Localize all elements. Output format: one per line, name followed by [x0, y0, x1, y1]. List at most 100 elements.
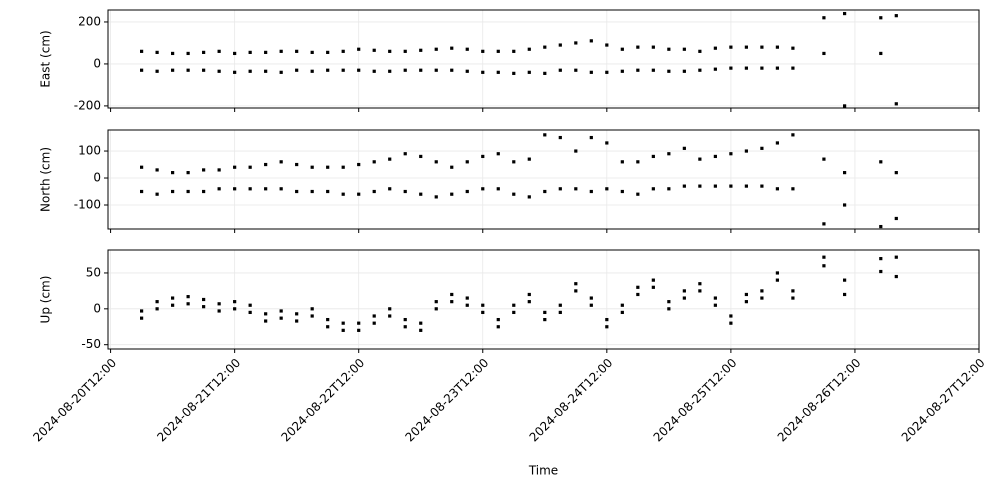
point	[879, 16, 883, 20]
point	[698, 157, 702, 161]
y-tick-label: 50	[86, 265, 101, 279]
point	[667, 307, 671, 311]
point	[698, 49, 702, 53]
point	[357, 162, 361, 167]
point	[434, 300, 438, 304]
point	[775, 141, 780, 145]
point	[543, 189, 547, 194]
x-tick-label-group: 2024-08-27T12:00	[899, 356, 988, 445]
point	[434, 195, 438, 199]
point	[744, 292, 748, 297]
point	[744, 149, 748, 153]
y-tick-label: 100	[78, 144, 101, 158]
point	[894, 102, 898, 106]
point	[527, 195, 531, 199]
point	[481, 310, 485, 315]
point	[310, 189, 314, 194]
point	[682, 289, 686, 293]
point	[512, 192, 516, 196]
point	[295, 162, 299, 167]
point	[264, 50, 268, 54]
point	[512, 49, 516, 53]
point	[791, 289, 795, 293]
point	[760, 66, 764, 70]
point	[264, 319, 268, 323]
point	[450, 68, 454, 72]
point	[543, 310, 547, 315]
point	[233, 187, 237, 191]
point	[481, 49, 485, 53]
point	[326, 317, 330, 322]
point	[217, 168, 221, 172]
point	[419, 68, 423, 72]
point	[465, 47, 469, 51]
point	[450, 292, 454, 297]
point	[651, 187, 655, 191]
point	[465, 189, 469, 194]
point	[264, 69, 268, 73]
x-tick-label-group: 2024-08-21T12:00	[154, 356, 243, 445]
x-tick-label: 2024-08-26T12:00	[775, 356, 864, 445]
point	[760, 184, 764, 188]
point	[217, 309, 221, 313]
point	[419, 48, 423, 52]
point	[372, 321, 376, 325]
point	[233, 70, 237, 74]
y-axis-label: East (cm)	[39, 30, 53, 87]
point	[186, 51, 190, 56]
point	[620, 189, 624, 194]
point	[543, 317, 547, 322]
point	[403, 317, 407, 322]
point	[326, 50, 330, 54]
point	[139, 165, 144, 169]
point	[605, 317, 609, 322]
point	[605, 70, 609, 74]
point	[775, 66, 780, 70]
point	[326, 165, 330, 169]
point	[186, 68, 190, 72]
point	[139, 189, 144, 194]
point	[651, 154, 655, 159]
axes-frame	[107, 129, 980, 230]
y-tick-label: -200	[74, 98, 101, 112]
point	[419, 321, 423, 325]
point	[434, 307, 438, 311]
point	[574, 282, 578, 286]
point	[822, 157, 826, 161]
point	[682, 47, 686, 51]
point	[791, 296, 795, 300]
point	[217, 302, 221, 306]
point	[341, 328, 345, 332]
y-label-group: East (cm)	[39, 30, 53, 87]
point	[574, 187, 578, 191]
point	[186, 189, 190, 194]
point	[729, 184, 733, 188]
point	[527, 300, 531, 304]
y-tick-label: -50	[81, 337, 101, 351]
point	[775, 45, 780, 49]
point	[155, 300, 159, 304]
point	[496, 325, 500, 329]
x-tick-label: 2024-08-20T12:00	[30, 356, 119, 445]
point	[760, 45, 764, 49]
point	[879, 51, 883, 56]
point	[171, 171, 175, 175]
point	[171, 296, 175, 300]
point	[651, 278, 655, 282]
point	[620, 303, 624, 307]
point	[326, 325, 330, 329]
point	[636, 192, 640, 196]
point	[372, 69, 376, 73]
point	[822, 222, 826, 226]
point	[388, 49, 392, 53]
point	[605, 43, 609, 47]
point	[310, 69, 314, 73]
y-tick-label: 200	[78, 14, 101, 28]
point	[558, 310, 562, 315]
point	[419, 192, 423, 196]
point	[682, 296, 686, 300]
point	[403, 189, 407, 194]
axes-frame	[107, 249, 980, 350]
point	[744, 45, 748, 49]
